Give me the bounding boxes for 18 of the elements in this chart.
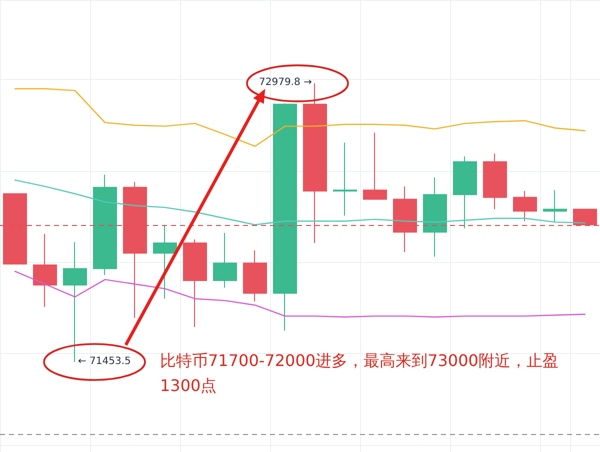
candlestick bbox=[213, 232, 237, 288]
candlestick bbox=[183, 238, 207, 328]
candlestick bbox=[243, 250, 267, 302]
candlestick bbox=[483, 153, 507, 210]
candlestick bbox=[543, 190, 567, 223]
candlestick bbox=[63, 242, 87, 362]
candlestick bbox=[93, 174, 117, 276]
candlestick bbox=[423, 176, 447, 258]
candlestick bbox=[153, 225, 177, 300]
annotation: ← 71453.5 bbox=[78, 356, 131, 368]
candlestick bbox=[453, 156, 477, 229]
candlestick bbox=[333, 142, 357, 216]
candlestick bbox=[273, 102, 297, 332]
candlestick bbox=[33, 233, 57, 308]
candlestick bbox=[363, 132, 387, 200]
annotation: 72979.8 → bbox=[259, 77, 312, 90]
candlestick bbox=[513, 190, 537, 222]
annotation: 比特币71700-72000进多，最高来到73000附近，止盈1300点 bbox=[160, 350, 560, 397]
